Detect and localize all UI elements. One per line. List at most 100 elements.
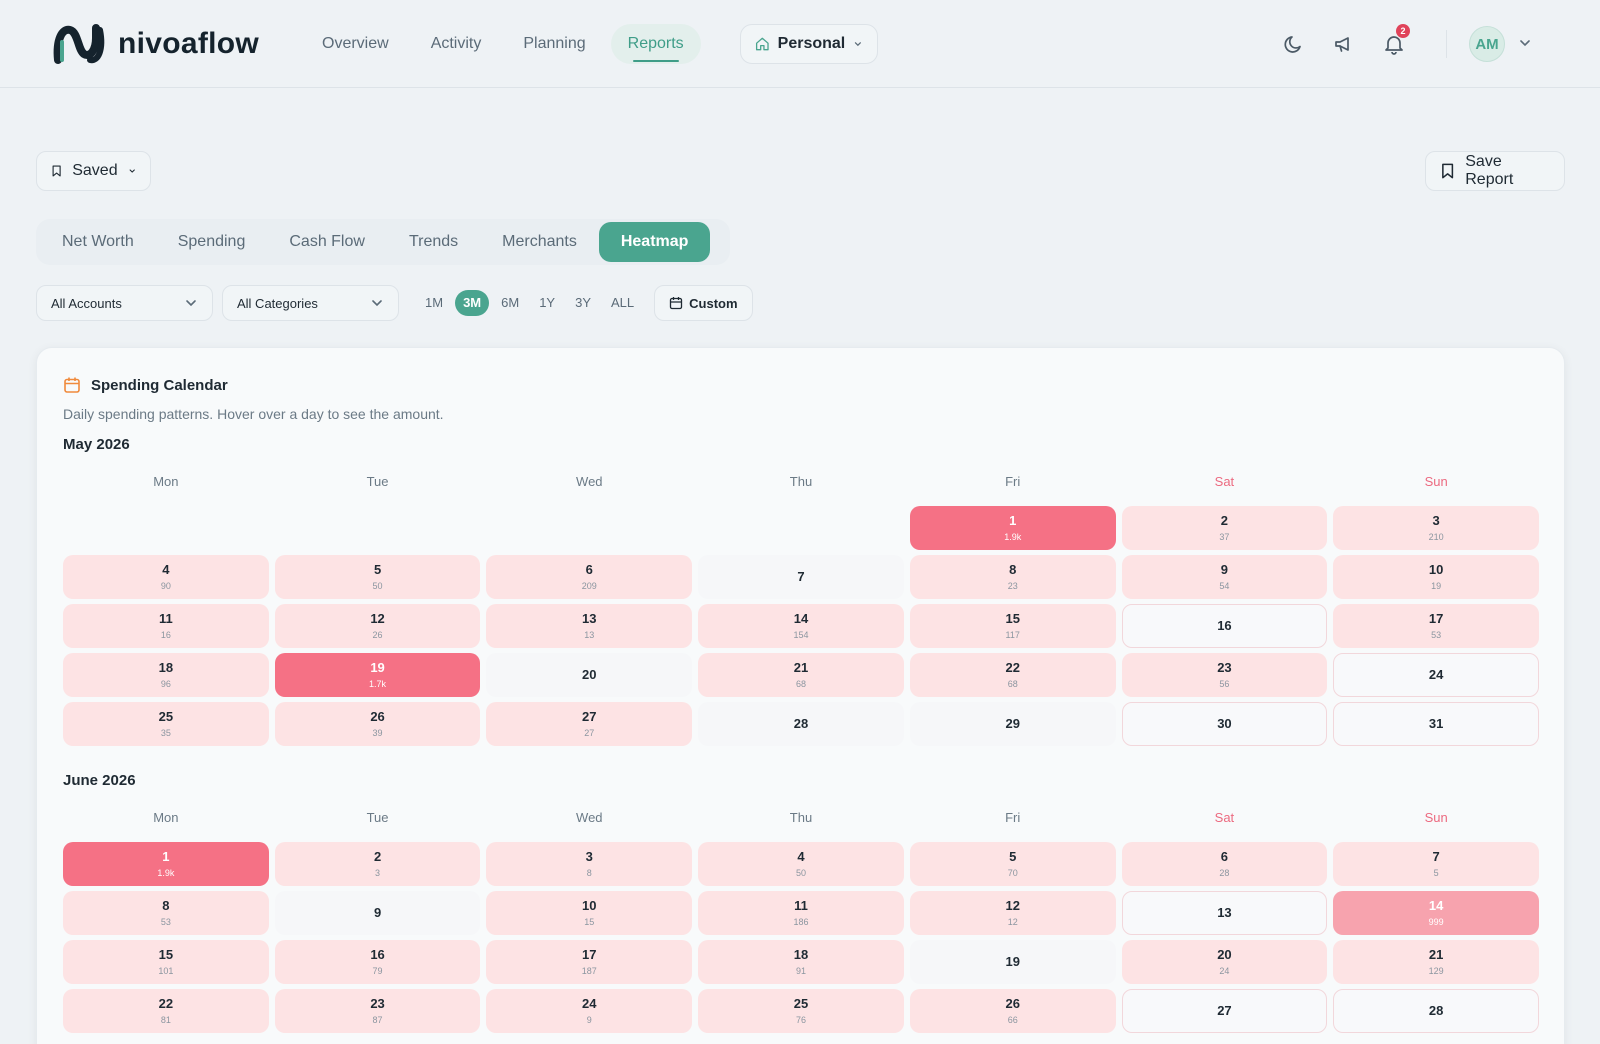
day-cell[interactable]: 16 79 bbox=[274, 940, 481, 984]
chevron-down-icon[interactable] bbox=[1518, 36, 1532, 50]
main-nav: Overview Activity Planning Reports bbox=[305, 24, 701, 64]
day-cell[interactable]: 23 56 bbox=[1121, 653, 1328, 697]
weekday-header: Mon Tue Wed Thu Fri Sat Sun bbox=[63, 474, 1539, 490]
announcements-button[interactable] bbox=[1326, 26, 1362, 62]
day-cell[interactable]: 17 53 bbox=[1333, 604, 1539, 648]
day-cell[interactable]: 31 bbox=[1333, 702, 1539, 746]
nav-planning[interactable]: Planning bbox=[523, 35, 586, 52]
day-cell[interactable]: 26 39 bbox=[274, 702, 481, 746]
day-cell[interactable]: 20 bbox=[486, 653, 693, 697]
day-cell[interactable]: 18 96 bbox=[63, 653, 269, 697]
tab-net-worth[interactable]: Net Worth bbox=[62, 233, 134, 250]
day-cell[interactable]: 16 bbox=[1121, 604, 1328, 648]
day-cell[interactable]: 19 bbox=[909, 940, 1116, 984]
day-cell[interactable]: 10 15 bbox=[486, 891, 693, 935]
day-cell[interactable]: 8 53 bbox=[63, 891, 269, 935]
day-cell[interactable]: 1 1.9k bbox=[909, 506, 1116, 550]
day-cell[interactable]: 26 66 bbox=[909, 989, 1116, 1033]
day-cell[interactable]: 13 13 bbox=[486, 604, 693, 648]
day-cell[interactable]: 5 70 bbox=[909, 842, 1116, 886]
day-cell[interactable]: 14 154 bbox=[698, 604, 904, 648]
range-1m[interactable]: 1M bbox=[425, 295, 444, 310]
tab-heatmap[interactable]: Heatmap bbox=[598, 222, 711, 262]
day-cell[interactable]: 11 16 bbox=[63, 604, 269, 648]
day-cell[interactable]: 5 50 bbox=[274, 555, 481, 599]
tab-cash-flow[interactable]: Cash Flow bbox=[289, 233, 365, 250]
day-cell[interactable]: 21 129 bbox=[1333, 940, 1539, 984]
theme-toggle-button[interactable] bbox=[1276, 26, 1312, 62]
nav-overview[interactable]: Overview bbox=[322, 35, 389, 52]
day-cell[interactable]: 28 bbox=[698, 702, 904, 746]
day-cell[interactable]: 20 24 bbox=[1121, 940, 1328, 984]
day-cell[interactable]: 2 37 bbox=[1121, 506, 1328, 550]
day-cell[interactable]: 22 68 bbox=[909, 653, 1116, 697]
day-amount: 210 bbox=[1428, 532, 1444, 542]
day-number: 12 bbox=[370, 611, 385, 626]
day-cell[interactable]: 25 76 bbox=[698, 989, 904, 1033]
range-3m[interactable]: 3M bbox=[455, 290, 490, 316]
day-cell[interactable]: 4 90 bbox=[63, 555, 269, 599]
day-cell[interactable]: 9 bbox=[274, 891, 481, 935]
day-cell[interactable]: 29 bbox=[909, 702, 1116, 746]
day-cell[interactable]: 13 bbox=[1121, 891, 1328, 935]
avatar[interactable]: AM bbox=[1469, 26, 1505, 62]
brand-logo[interactable]: nivoaflow bbox=[52, 20, 259, 68]
day-cell[interactable]: 18 91 bbox=[698, 940, 904, 984]
tab-merchants[interactable]: Merchants bbox=[502, 233, 577, 250]
day-cell[interactable]: 28 bbox=[1333, 989, 1539, 1033]
day-cell[interactable]: 17 187 bbox=[486, 940, 693, 984]
range-3y[interactable]: 3Y bbox=[575, 295, 591, 310]
day-cell[interactable]: 15 101 bbox=[63, 940, 269, 984]
tab-trends[interactable]: Trends bbox=[408, 233, 459, 250]
day-amount: 999 bbox=[1428, 917, 1444, 927]
day-cell[interactable]: 25 35 bbox=[63, 702, 269, 746]
day-cell[interactable]: 22 81 bbox=[63, 989, 269, 1033]
day-cell[interactable]: 7 bbox=[698, 555, 904, 599]
day-cell[interactable]: 9 54 bbox=[1121, 555, 1328, 599]
custom-range-button[interactable]: Custom bbox=[654, 285, 753, 321]
day-number: 29 bbox=[1005, 716, 1020, 731]
save-report-button[interactable]: Save Report bbox=[1425, 151, 1565, 191]
day-amount: 54 bbox=[1219, 581, 1230, 591]
day-cell[interactable]: 30 bbox=[1121, 702, 1328, 746]
header-divider bbox=[1446, 30, 1447, 58]
nav-activity[interactable]: Activity bbox=[430, 35, 482, 52]
day-cell[interactable]: 8 23 bbox=[909, 555, 1116, 599]
day-cell[interactable]: 19 1.7k bbox=[274, 653, 481, 697]
saved-reports-button[interactable]: Saved bbox=[36, 151, 151, 191]
day-cell[interactable]: 6 28 bbox=[1121, 842, 1328, 886]
weekday-label: Wed bbox=[576, 474, 603, 489]
range-6m[interactable]: 6M bbox=[501, 295, 520, 310]
categories-select[interactable]: All Categories bbox=[222, 285, 399, 321]
day-cell[interactable]: 23 87 bbox=[274, 989, 481, 1033]
day-cell[interactable]: 24 9 bbox=[486, 989, 693, 1033]
day-cell[interactable]: 14 999 bbox=[1333, 891, 1539, 935]
day-amount: 5 bbox=[1433, 868, 1439, 878]
day-cell[interactable]: 27 bbox=[1121, 989, 1328, 1033]
day-cell[interactable]: 12 26 bbox=[274, 604, 481, 648]
range-all[interactable]: ALL bbox=[611, 295, 635, 310]
day-cell[interactable]: 3 210 bbox=[1333, 506, 1539, 550]
day-cell[interactable]: 15 117 bbox=[909, 604, 1116, 648]
day-cell[interactable]: 24 bbox=[1333, 653, 1539, 697]
nav-reports[interactable]: Reports bbox=[610, 24, 701, 64]
day-cell[interactable]: 6 209 bbox=[486, 555, 693, 599]
accounts-select[interactable]: All Accounts bbox=[36, 285, 213, 321]
day-cell[interactable]: 10 19 bbox=[1333, 555, 1539, 599]
day-cell[interactable]: 27 27 bbox=[486, 702, 693, 746]
day-cell[interactable]: 4 50 bbox=[698, 842, 904, 886]
range-1y[interactable]: 1Y bbox=[539, 295, 556, 310]
day-amount: 1.9k bbox=[1004, 532, 1022, 542]
day-cell[interactable]: 21 68 bbox=[698, 653, 904, 697]
notifications-button[interactable]: 2 bbox=[1376, 24, 1412, 62]
day-cell[interactable]: 11 186 bbox=[698, 891, 904, 935]
day-cell[interactable]: 12 12 bbox=[909, 891, 1116, 935]
workspace-switcher[interactable]: Personal bbox=[740, 24, 878, 64]
day-cell[interactable]: 1 1.9k bbox=[63, 842, 269, 886]
day-number: 8 bbox=[1009, 562, 1017, 577]
tab-spending[interactable]: Spending bbox=[177, 233, 246, 250]
weekday-label: Thu bbox=[789, 474, 813, 489]
